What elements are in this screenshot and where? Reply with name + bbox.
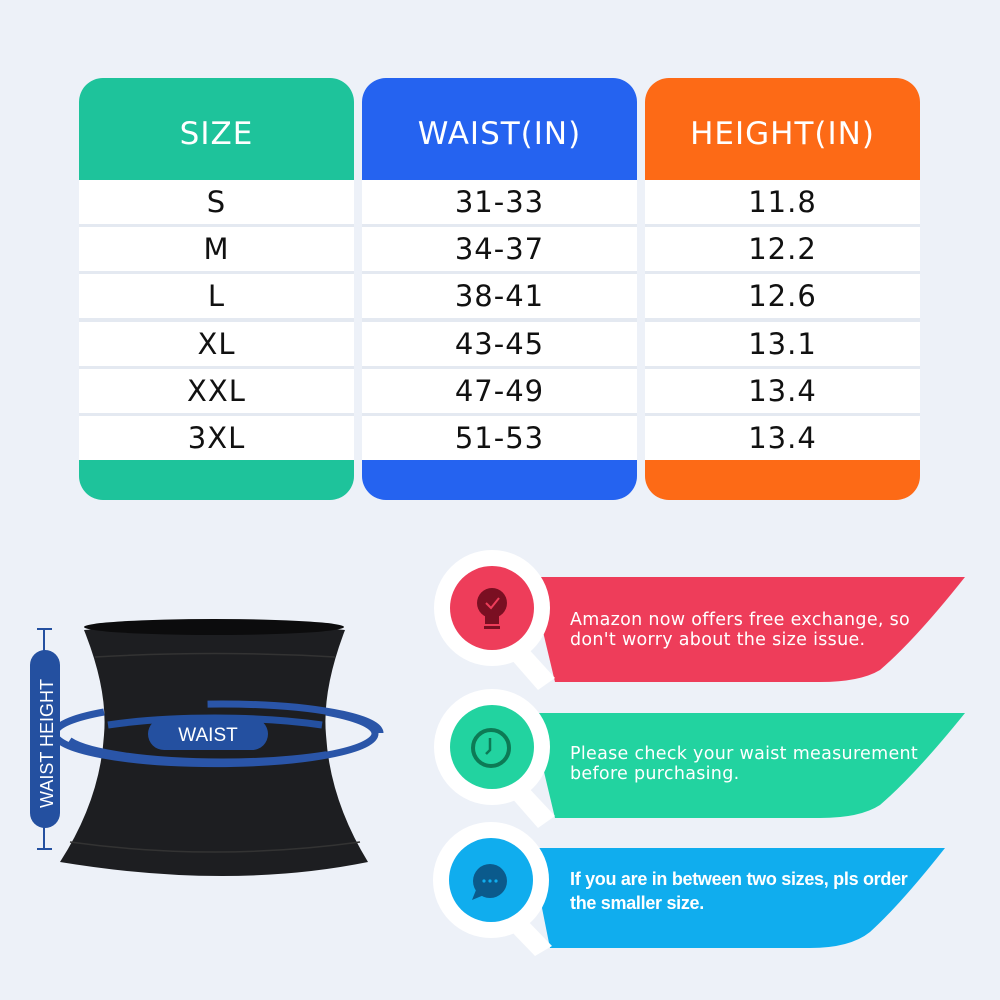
column-header: WAIST(IN) [417, 116, 582, 152]
table-cell: 12.2 [645, 227, 920, 272]
column-header: HEIGHT(IN) [690, 116, 875, 152]
table-cell: 47-49 [362, 368, 637, 413]
tip-text-3: If you are in between two sizes, pls ord… [570, 869, 908, 913]
waist-column: WAIST(IN) 31-33 34-37 38-41 43-45 47-49 … [362, 78, 637, 500]
table-cell: 3XL [79, 415, 354, 460]
chat-bubble-icon [472, 864, 507, 900]
tip-text-1: Amazon now offers free exchange, so don'… [570, 610, 911, 650]
table-cell: 13.4 [645, 368, 920, 413]
height-column: HEIGHT(IN) 11.8 12.2 12.6 13.1 13.4 13.4 [645, 78, 920, 500]
table-cell: 34-37 [362, 227, 637, 272]
waist-height-label: WAIST HEIGHT [37, 679, 57, 808]
table-cell: 43-45 [362, 321, 637, 366]
waist-label: WAIST [178, 725, 238, 746]
tip-banner-3 [433, 822, 945, 956]
table-cell: 13.4 [645, 415, 920, 460]
table-cell: XL [79, 321, 354, 366]
table-cell: S [79, 180, 354, 224]
waist-height-pill [30, 650, 60, 828]
table-cell: XXL [79, 368, 354, 413]
waist-trainer-illustration: WAIST WAIST HEIGHT [30, 619, 384, 876]
table-cell: 12.6 [645, 274, 920, 319]
tip-text-2: Please check your waist measurement befo… [570, 744, 919, 784]
table-cell: 11.8 [645, 180, 920, 224]
size-column: SIZE S M L XL XXL 3XL [79, 78, 354, 500]
clock-icon [471, 728, 511, 768]
tip-banner-1 [434, 550, 965, 690]
table-cell: L [79, 274, 354, 319]
table-cell: 38-41 [362, 274, 637, 319]
table-cell: 31-33 [362, 180, 637, 224]
table-cell: M [79, 227, 354, 272]
column-header: SIZE [179, 116, 254, 152]
lightbulb-check-icon [477, 588, 507, 629]
table-cell: 51-53 [362, 415, 637, 460]
table-cell: 13.1 [645, 321, 920, 366]
waist-label-pill [148, 718, 268, 750]
tip-banner-2 [434, 689, 965, 828]
